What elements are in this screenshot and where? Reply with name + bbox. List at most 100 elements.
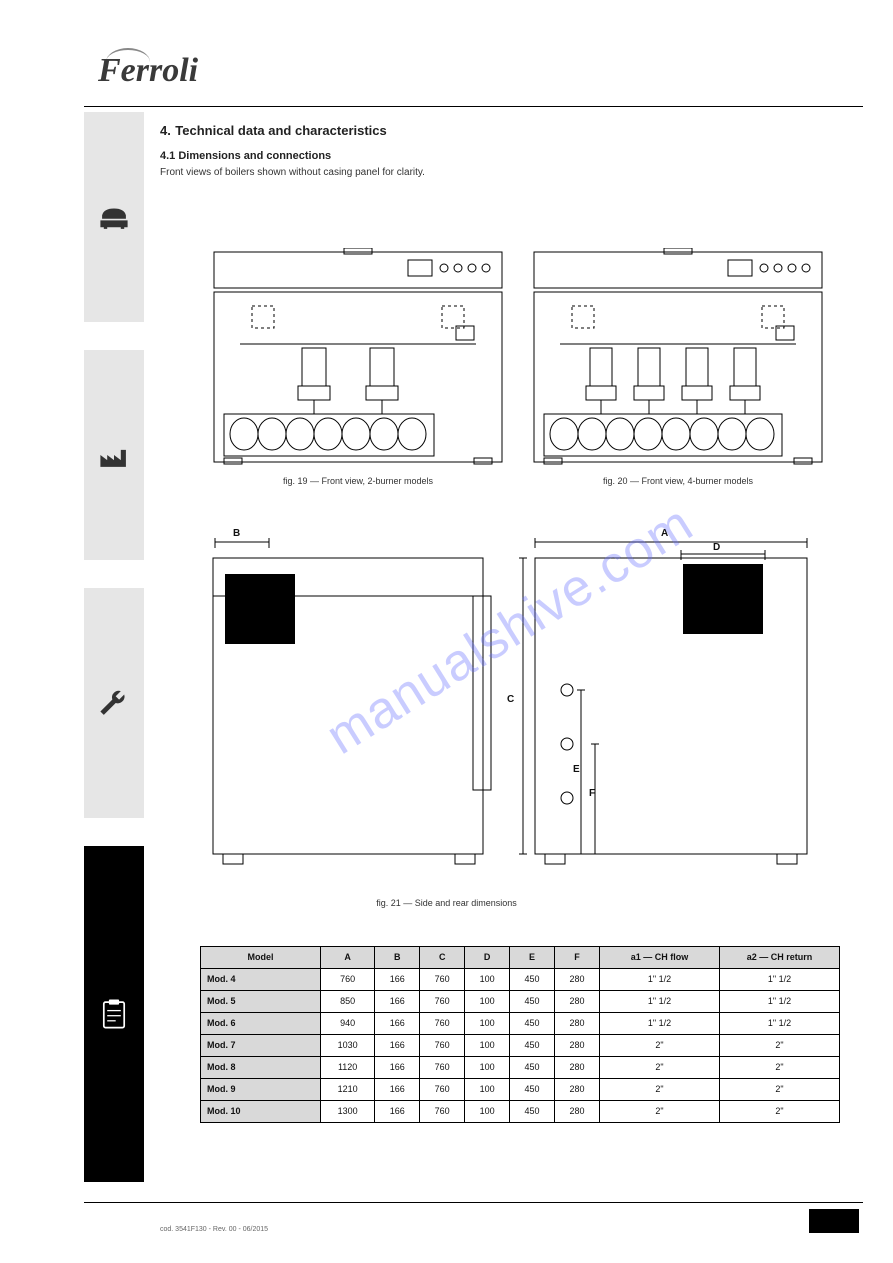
cell: 100 xyxy=(465,1057,510,1079)
cell: 2" xyxy=(600,1035,720,1057)
cell: 100 xyxy=(465,991,510,1013)
table-header-row: Model A B C D E F a1 — CH flow a2 — CH r… xyxy=(201,947,840,969)
cell: 760 xyxy=(420,991,465,1013)
col-B: B xyxy=(375,947,420,969)
sidebar-seg-service xyxy=(84,588,144,818)
wrench-icon xyxy=(97,686,131,720)
cell: 450 xyxy=(510,991,555,1013)
col-A: A xyxy=(321,947,375,969)
top-rule xyxy=(84,106,863,107)
cell: Mod. 4 xyxy=(201,969,321,991)
sidebar-nav xyxy=(84,112,144,1200)
cell: 1120 xyxy=(321,1057,375,1079)
subsection-number: 4.1 xyxy=(160,150,175,162)
cell: 1" 1/2 xyxy=(600,969,720,991)
clipboard-icon xyxy=(97,997,131,1031)
cell: 450 xyxy=(510,1079,555,1101)
fig20-caption: fig. 20 — Front view, 4-burner models xyxy=(603,476,753,486)
cell: 2" xyxy=(600,1057,720,1079)
cell: Mod. 10 xyxy=(201,1101,321,1123)
sofa-icon xyxy=(97,200,131,234)
cell: 2" xyxy=(600,1079,720,1101)
dimensions-table-wrap: Model A B C D E F a1 — CH flow a2 — CH r… xyxy=(200,946,840,1123)
table-row: Mod. 8 1120 166 760 100 450 280 2" 2" xyxy=(201,1057,840,1079)
col-E: E xyxy=(510,947,555,969)
cell: 166 xyxy=(375,1079,420,1101)
sidebar-gap-3 xyxy=(84,818,144,846)
boiler-front-svg-1 xyxy=(210,248,506,468)
cell: 100 xyxy=(465,1079,510,1101)
cell: 1" 1/2 xyxy=(720,969,840,991)
dim-label-E: E xyxy=(573,764,580,775)
col-C: C xyxy=(420,947,465,969)
cell: 280 xyxy=(555,1079,600,1101)
cell: 280 xyxy=(555,1013,600,1035)
table-row: Mod. 10 1300 166 760 100 450 280 2" 2" xyxy=(201,1101,840,1123)
figure-row-front-views: fig. 19 — Front view, 2-burner models xyxy=(210,248,830,478)
cell: 166 xyxy=(375,969,420,991)
cell: 760 xyxy=(420,1057,465,1079)
cell: 940 xyxy=(321,1013,375,1035)
cell: 100 xyxy=(465,1101,510,1123)
cell: 760 xyxy=(420,1101,465,1123)
cell: 1300 xyxy=(321,1101,375,1123)
table-row: Mod. 4 760 166 760 100 450 280 1" 1/2 1"… xyxy=(201,969,840,991)
cell: 450 xyxy=(510,1101,555,1123)
cell: 280 xyxy=(555,1101,600,1123)
sidebar-seg-user xyxy=(84,112,144,322)
boiler-side-view: B xyxy=(189,534,509,874)
cell: 166 xyxy=(375,1013,420,1035)
cell: 280 xyxy=(555,1035,600,1057)
fig21-caption: fig. 21 — Side and rear dimensions xyxy=(197,898,697,908)
subsection-title: Dimensions and connections xyxy=(178,150,331,162)
cell: 760 xyxy=(420,1013,465,1035)
cell: 760 xyxy=(420,1079,465,1101)
cell: Mod. 8 xyxy=(201,1057,321,1079)
cell: 850 xyxy=(321,991,375,1013)
cell: 166 xyxy=(375,1101,420,1123)
col-F: F xyxy=(555,947,600,969)
cell: 100 xyxy=(465,1035,510,1057)
section-intro: Front views of boilers shown without cas… xyxy=(160,166,853,179)
boiler-front-svg-2 xyxy=(530,248,826,468)
cell: 280 xyxy=(555,991,600,1013)
cell: Mod. 7 xyxy=(201,1035,321,1057)
table-row: Mod. 9 1210 166 760 100 450 280 2" 2" xyxy=(201,1079,840,1101)
cell: 166 xyxy=(375,1035,420,1057)
figure-row-dimensions: B xyxy=(160,534,860,894)
table-body: Mod. 4 760 166 760 100 450 280 1" 1/2 1"… xyxy=(201,969,840,1123)
cell: 2" xyxy=(720,1035,840,1057)
cell: Mod. 6 xyxy=(201,1013,321,1035)
cell: Mod. 5 xyxy=(201,991,321,1013)
cell: 1" 1/2 xyxy=(720,1013,840,1035)
cell: 1" 1/2 xyxy=(720,991,840,1013)
cell: 280 xyxy=(555,1057,600,1079)
cell: 280 xyxy=(555,969,600,991)
cell: 100 xyxy=(465,969,510,991)
cell: 1210 xyxy=(321,1079,375,1101)
heading-block: 4. Technical data and characteristics 4.… xyxy=(160,122,853,179)
table-row: Mod. 7 1030 166 760 100 450 280 2" 2" xyxy=(201,1035,840,1057)
col-D: D xyxy=(465,947,510,969)
factory-icon xyxy=(97,438,131,472)
cell: 450 xyxy=(510,1057,555,1079)
sidebar-seg-data xyxy=(84,846,144,1182)
cell: 1" 1/2 xyxy=(600,1013,720,1035)
cell: 2" xyxy=(600,1101,720,1123)
table-row: Mod. 6 940 166 760 100 450 280 1" 1/2 1"… xyxy=(201,1013,840,1035)
dim-label-D: D xyxy=(713,542,720,553)
cell: 100 xyxy=(465,1013,510,1035)
cell: 1" 1/2 xyxy=(600,991,720,1013)
cell: 166 xyxy=(375,1057,420,1079)
page-number-box xyxy=(809,1209,859,1233)
bottom-rule xyxy=(84,1202,863,1203)
cell: Mod. 9 xyxy=(201,1079,321,1101)
cell: 2" xyxy=(720,1101,840,1123)
dim-label-C: C xyxy=(507,694,514,705)
cell: 760 xyxy=(420,1035,465,1057)
fig19-caption: fig. 19 — Front view, 2-burner models xyxy=(283,476,433,486)
section-number: 4. xyxy=(160,123,171,138)
dim-label-F: F xyxy=(589,788,595,799)
dim-label-A: A xyxy=(661,528,668,539)
footer-code: cod. 3541F130 - Rev. 00 - 06/2015 xyxy=(160,1226,268,1233)
